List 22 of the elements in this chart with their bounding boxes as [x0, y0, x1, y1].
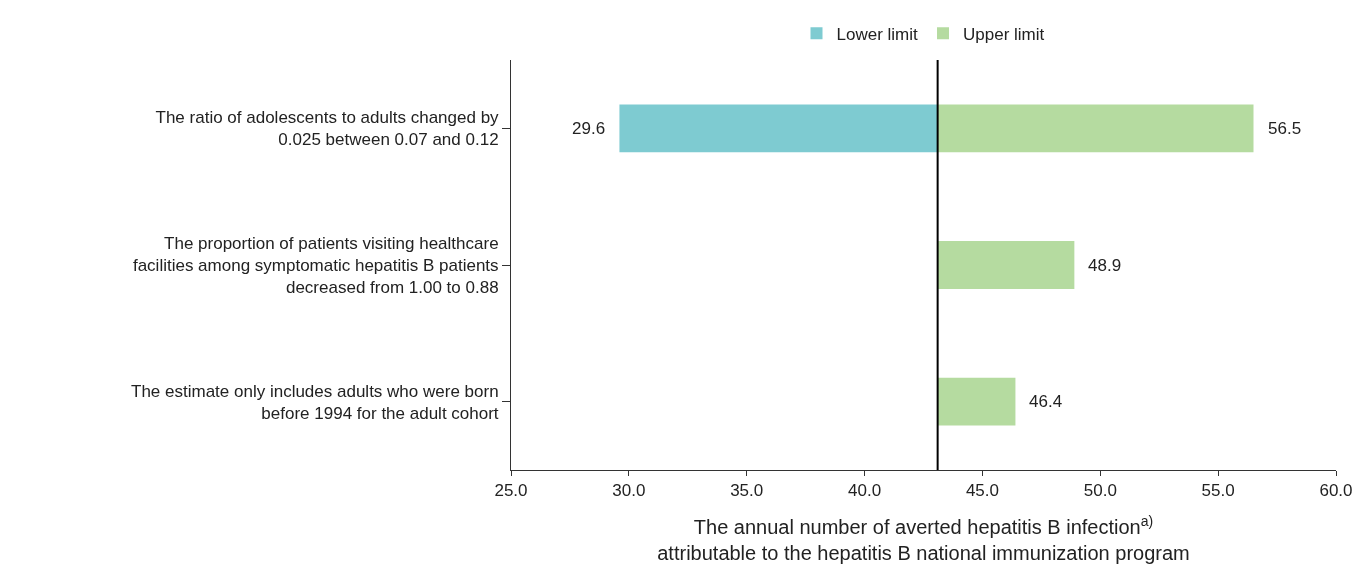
annotation: 56.5 [1268, 119, 1302, 138]
annotation: 46.4 [1029, 392, 1063, 411]
x-tick-label: 60.0 [1319, 481, 1353, 501]
x-tick-label: 50.0 [1083, 481, 1117, 501]
bar [619, 104, 938, 153]
y-tick-label: The ratio of adolescents to adults changed by 0.025 between 0.07 and 0.12 [155, 108, 500, 150]
x-tick-label: 35.0 [730, 481, 764, 501]
annotation: 48.9 [1088, 256, 1122, 275]
annotation: 29.6 [572, 119, 606, 138]
y-tick-label: The proportion of patients visiting healthcare facilities among symptomatic hepatitis B patients decreased from 1.00 to 0.88 [132, 233, 499, 298]
legend-label: Upper limit [963, 24, 1045, 44]
bar [937, 377, 1016, 426]
x-tick-label: 45.0 [965, 481, 999, 501]
bar [937, 241, 1075, 289]
x-tick-label: 40.0 [848, 481, 882, 501]
y-tick-label: The estimate only includes adults who were born before 1994 for the adult cohort [131, 381, 499, 423]
x-tick-label: 30.0 [612, 481, 646, 501]
x-tick-label: 25.0 [494, 481, 528, 501]
x-tick-label: 55.0 [1201, 481, 1235, 501]
legend-label: Lower limit [836, 24, 919, 44]
bar [937, 104, 1254, 153]
x-axis-title: The annual number of averted hepatitis B infection$^{a)}$ attributable to the hepatitis B national immunization program [657, 512, 1190, 564]
